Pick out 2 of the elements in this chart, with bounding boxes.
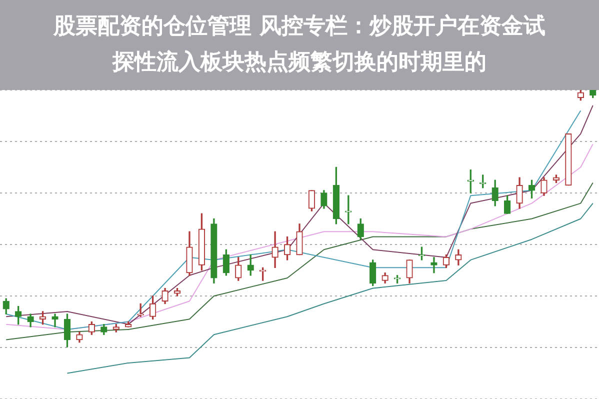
chart-title: 股票配资的仓位管理 风控专栏：炒股开户在资金试探性流入板块热点频繁切换的时期里的 — [52, 13, 546, 77]
candlestick — [430, 257, 438, 274]
